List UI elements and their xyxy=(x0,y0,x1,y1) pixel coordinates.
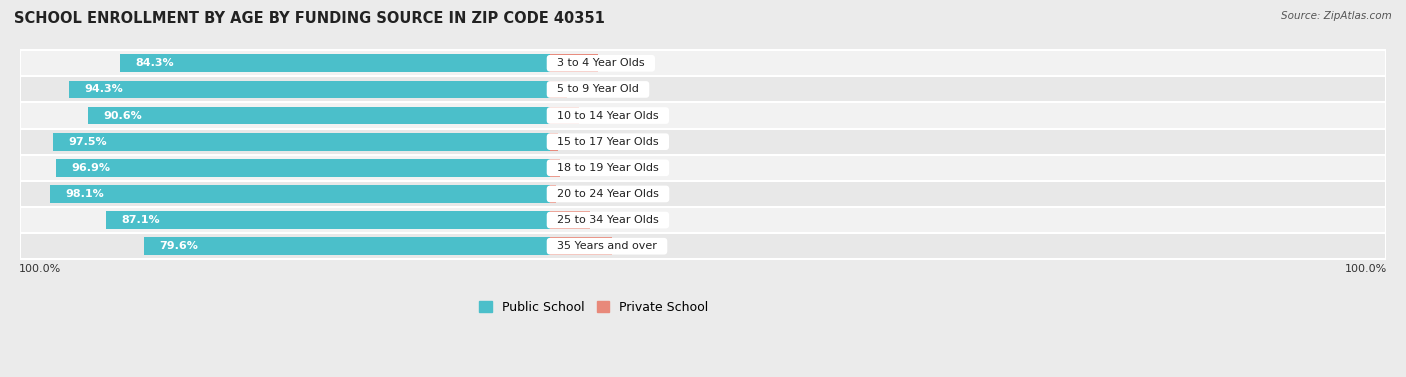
Bar xyxy=(550,107,579,124)
Text: 79.6%: 79.6% xyxy=(159,241,198,251)
Text: 15.7%: 15.7% xyxy=(609,58,644,68)
Bar xyxy=(20,233,1386,259)
Bar xyxy=(550,211,589,229)
Text: 20.4%: 20.4% xyxy=(623,241,658,251)
Bar xyxy=(105,211,550,229)
Bar xyxy=(550,54,598,72)
Bar xyxy=(89,107,550,124)
Text: 5 to 9 Year Old: 5 to 9 Year Old xyxy=(550,84,645,94)
Text: 20 to 24 Year Olds: 20 to 24 Year Olds xyxy=(550,189,666,199)
Bar xyxy=(69,81,550,98)
Text: 94.3%: 94.3% xyxy=(84,84,124,94)
Text: 18 to 19 Year Olds: 18 to 19 Year Olds xyxy=(550,163,666,173)
Text: 12.9%: 12.9% xyxy=(600,215,636,225)
Text: SCHOOL ENROLLMENT BY AGE BY FUNDING SOURCE IN ZIP CODE 40351: SCHOOL ENROLLMENT BY AGE BY FUNDING SOUR… xyxy=(14,11,605,26)
Text: 10 to 14 Year Olds: 10 to 14 Year Olds xyxy=(550,110,665,121)
Bar xyxy=(145,238,550,255)
Text: 3 to 4 Year Olds: 3 to 4 Year Olds xyxy=(550,58,652,68)
Text: 2.5%: 2.5% xyxy=(568,137,596,147)
Bar xyxy=(56,159,550,177)
Text: 3.1%: 3.1% xyxy=(569,163,598,173)
Text: 25 to 34 Year Olds: 25 to 34 Year Olds xyxy=(550,215,666,225)
Text: 15 to 17 Year Olds: 15 to 17 Year Olds xyxy=(550,137,665,147)
Bar xyxy=(20,207,1386,233)
Text: 100.0%: 100.0% xyxy=(20,265,62,274)
Text: 98.1%: 98.1% xyxy=(65,189,104,199)
Legend: Public School, Private School: Public School, Private School xyxy=(479,300,709,314)
Bar xyxy=(550,185,555,203)
Text: 5.7%: 5.7% xyxy=(578,84,606,94)
Text: 84.3%: 84.3% xyxy=(135,58,174,68)
Bar xyxy=(121,54,550,72)
Bar xyxy=(51,185,550,203)
Bar xyxy=(20,77,1386,103)
Text: 35 Years and over: 35 Years and over xyxy=(550,241,664,251)
Bar xyxy=(20,129,1386,155)
Text: 9.4%: 9.4% xyxy=(589,110,617,121)
Text: 100.0%: 100.0% xyxy=(1344,265,1386,274)
Bar xyxy=(550,133,558,150)
Bar xyxy=(20,181,1386,207)
Bar xyxy=(53,133,550,150)
Text: Source: ZipAtlas.com: Source: ZipAtlas.com xyxy=(1281,11,1392,21)
Text: 87.1%: 87.1% xyxy=(121,215,160,225)
Bar xyxy=(550,159,560,177)
Bar xyxy=(550,81,568,98)
Bar xyxy=(20,50,1386,77)
Text: 97.5%: 97.5% xyxy=(69,137,107,147)
Text: 90.6%: 90.6% xyxy=(104,110,142,121)
Text: 96.9%: 96.9% xyxy=(72,163,110,173)
Bar xyxy=(550,238,613,255)
Bar xyxy=(20,155,1386,181)
Text: 1.9%: 1.9% xyxy=(567,189,595,199)
Bar xyxy=(20,103,1386,129)
